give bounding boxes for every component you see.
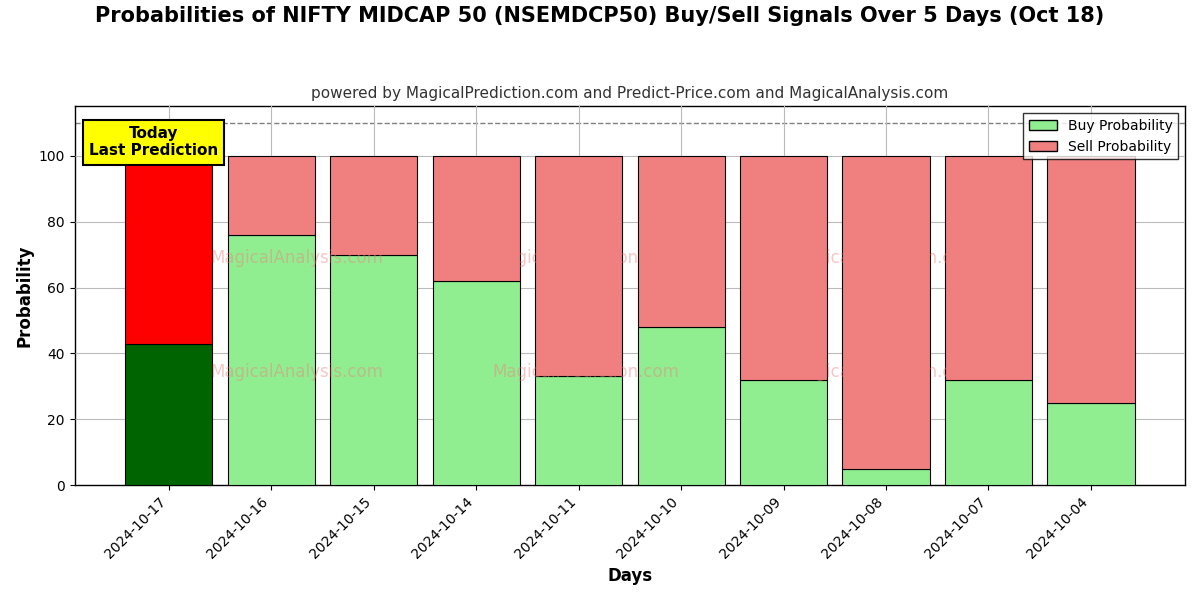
Bar [125, 156, 212, 344]
Bar [637, 327, 725, 485]
Bar [228, 156, 314, 235]
Text: MagicalPrediction.com: MagicalPrediction.com [792, 249, 979, 267]
Bar [740, 380, 827, 485]
Bar [842, 156, 930, 469]
X-axis label: Days: Days [607, 567, 653, 585]
Bar [1048, 403, 1134, 485]
Bar [330, 156, 418, 254]
Bar [432, 156, 520, 281]
Bar [944, 380, 1032, 485]
Bar [740, 156, 827, 380]
Bar [535, 376, 622, 485]
Text: MagicalPrediction.com: MagicalPrediction.com [492, 362, 679, 380]
Y-axis label: Probability: Probability [16, 244, 34, 347]
Text: Today
Last Prediction: Today Last Prediction [89, 126, 218, 158]
Text: Probabilities of NIFTY MIDCAP 50 (NSEMDCP50) Buy/Sell Signals Over 5 Days (Oct 1: Probabilities of NIFTY MIDCAP 50 (NSEMDC… [95, 6, 1105, 26]
Text: MagicalAnalysis.com: MagicalAnalysis.com [210, 249, 383, 267]
Text: MagicalPrediction.com: MagicalPrediction.com [792, 362, 979, 380]
Bar [330, 254, 418, 485]
Bar [125, 344, 212, 485]
Legend: Buy Probability, Sell Probability: Buy Probability, Sell Probability [1024, 113, 1178, 160]
Bar [535, 156, 622, 376]
Bar [432, 281, 520, 485]
Bar [1048, 156, 1134, 403]
Bar [637, 156, 725, 327]
Bar [944, 156, 1032, 380]
Title: powered by MagicalPrediction.com and Predict-Price.com and MagicalAnalysis.com: powered by MagicalPrediction.com and Pre… [311, 86, 948, 101]
Text: MagicalAnalysis.com: MagicalAnalysis.com [210, 362, 383, 380]
Bar [228, 235, 314, 485]
Bar [842, 469, 930, 485]
Text: MagicalPrediction.com: MagicalPrediction.com [492, 249, 679, 267]
